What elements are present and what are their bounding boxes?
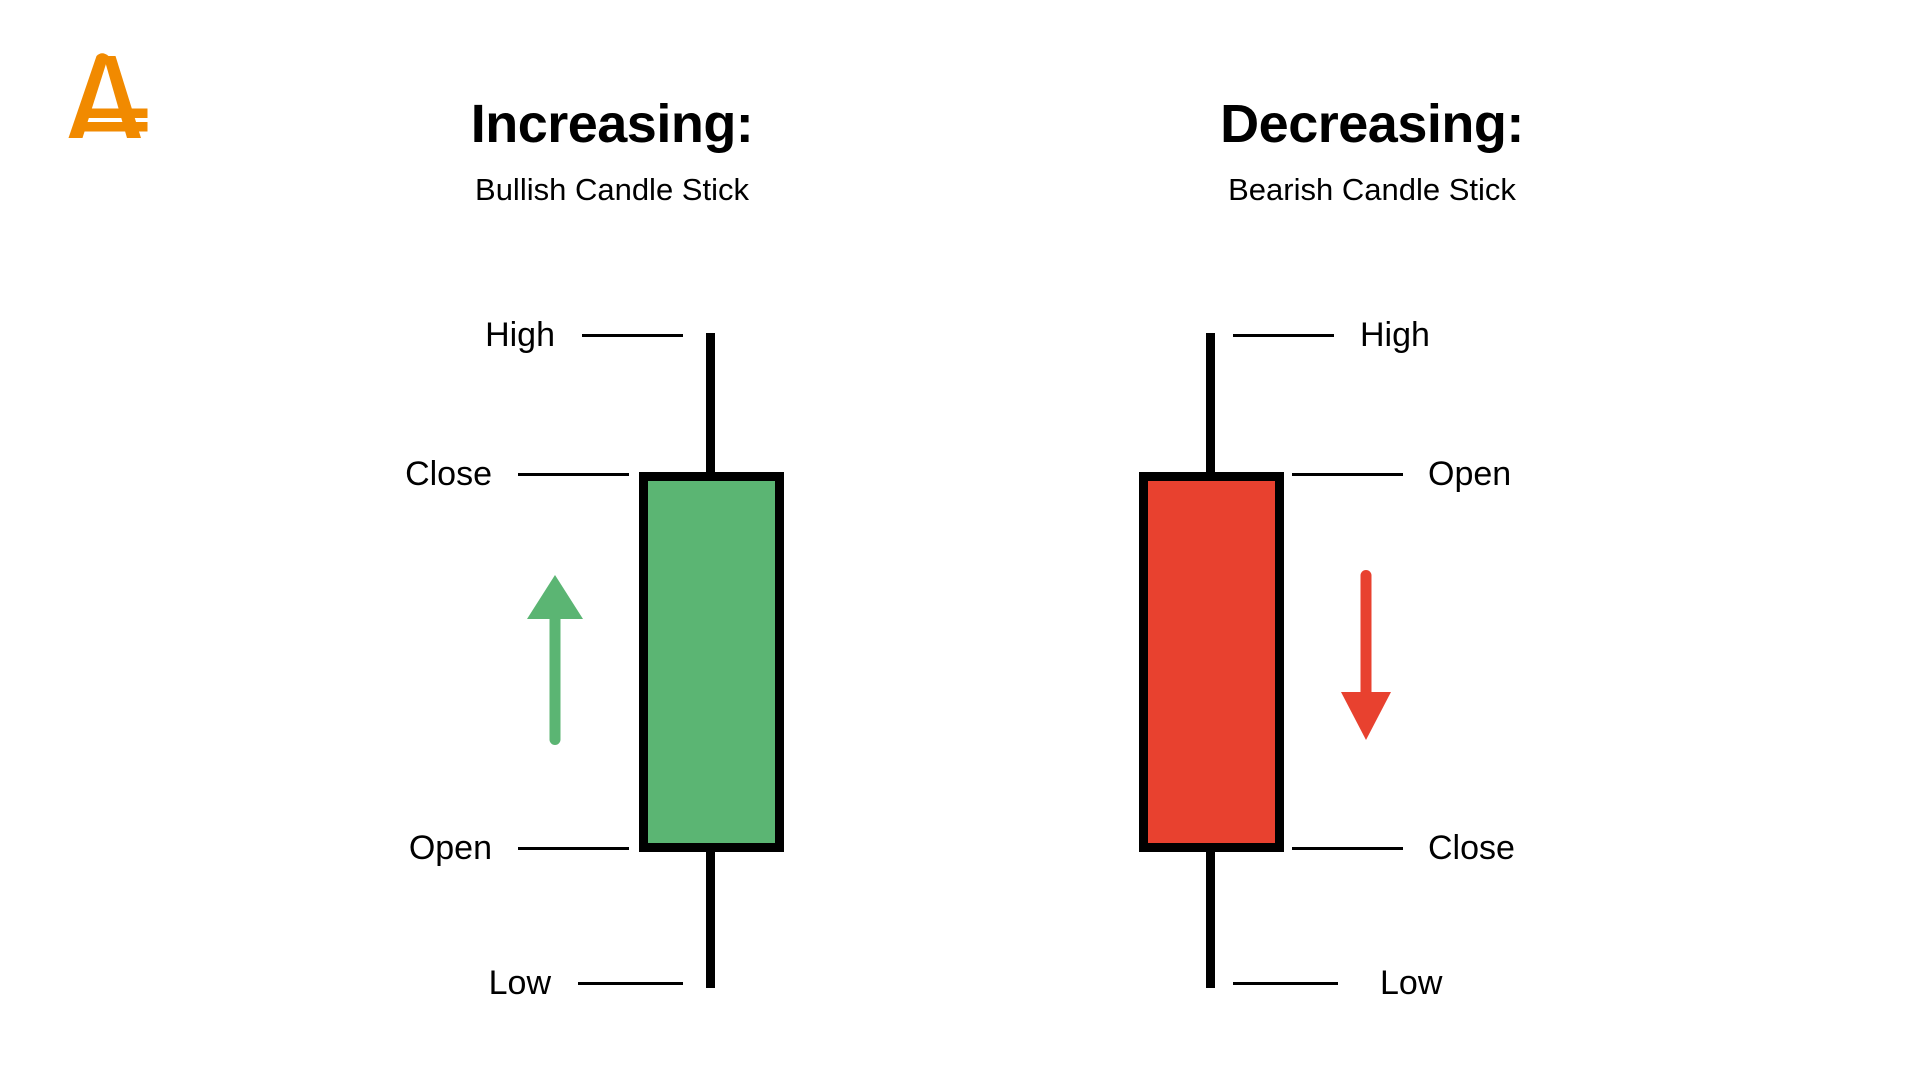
leader-line-close-bullish xyxy=(518,473,629,476)
upper-wick-bearish xyxy=(1206,333,1215,481)
lower-wick-bullish xyxy=(706,845,715,988)
upper-wick-bullish xyxy=(706,333,715,481)
lower-wick-bearish xyxy=(1206,845,1215,988)
leader-line-low-bullish xyxy=(578,982,683,985)
up-arrow-bullish xyxy=(525,575,585,745)
label-high-bearish: High xyxy=(1360,316,1430,354)
label-low-bullish: Low xyxy=(488,964,551,1002)
page-subtitle-increasing: Bullish Candle Stick xyxy=(475,171,749,207)
leader-line-low-bearish xyxy=(1233,982,1338,985)
page-subtitle-decreasing: Bearish Candle Stick xyxy=(1228,171,1516,207)
panel-heading-increasing: Increasing: Bullish Candle Stick xyxy=(292,96,932,207)
candlestick-bullish: High Close Open Low xyxy=(405,316,784,1002)
leader-line-open-bullish xyxy=(518,847,629,850)
label-close-bearish: Close xyxy=(1428,829,1515,867)
label-high-bullish: High xyxy=(485,316,555,354)
page-title-decreasing: Decreasing: xyxy=(1220,94,1524,154)
page-title-increasing: Increasing: xyxy=(470,94,754,154)
label-open-bearish: Open xyxy=(1428,455,1512,493)
letter-a-currency-logo-icon xyxy=(58,52,154,142)
label-close-bullish: Close xyxy=(405,455,492,493)
leader-line-close-bearish xyxy=(1292,847,1403,850)
label-low-bearish: Low xyxy=(1380,964,1443,1002)
candle-body-bearish xyxy=(1139,472,1284,852)
leader-line-high-bullish xyxy=(582,334,683,337)
panel-heading-decreasing: Decreasing: Bearish Candle Stick xyxy=(1052,96,1692,207)
leader-line-open-bearish xyxy=(1292,473,1403,476)
label-open-bullish: Open xyxy=(408,829,492,867)
down-arrow-bearish xyxy=(1339,570,1393,740)
leader-line-high-bearish xyxy=(1233,334,1334,337)
